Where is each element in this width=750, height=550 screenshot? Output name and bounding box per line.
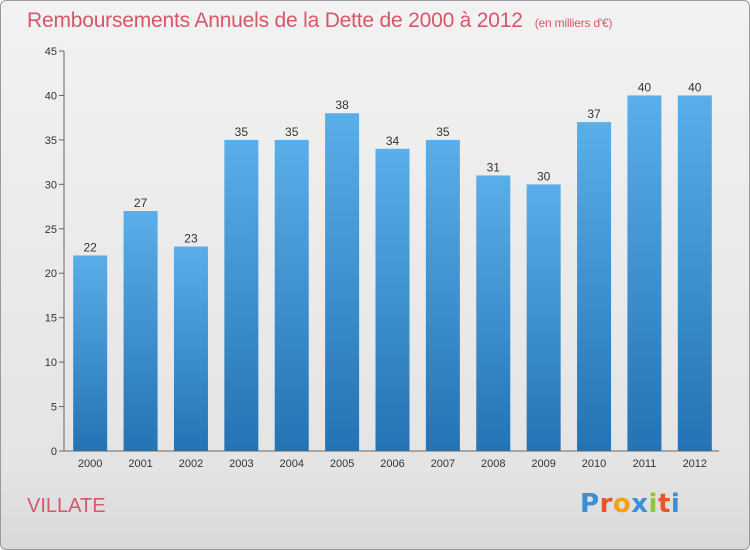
bar-2011	[627, 95, 662, 451]
bar-2009	[526, 184, 561, 452]
y-tick-label: 30	[45, 179, 57, 191]
x-tick-label: 2007	[431, 458, 455, 470]
bar-2000	[73, 255, 108, 451]
data-label: 35	[285, 125, 299, 139]
bar-2006	[375, 148, 410, 451]
data-label: 27	[134, 196, 148, 210]
data-label: 35	[235, 125, 249, 139]
y-tick-label: 5	[51, 402, 57, 414]
y-tick-label: 15	[45, 313, 57, 325]
x-tick-label: 2005	[330, 458, 354, 470]
bar-2003	[224, 139, 259, 451]
data-label: 22	[84, 240, 98, 254]
bar-2007	[425, 139, 460, 451]
x-tick-label: 2002	[179, 458, 203, 470]
x-tick-label: 2004	[279, 458, 303, 470]
data-label: 30	[537, 169, 551, 183]
x-tick-label: 2009	[531, 458, 555, 470]
bars: 22 27 23 35 35 38 34 35 31 30 37 40 40	[73, 80, 712, 452]
logo-letter: P	[580, 489, 600, 519]
bar-2005	[325, 113, 360, 451]
data-label: 35	[436, 125, 450, 139]
data-label: 40	[688, 80, 702, 94]
x-tick-label: 2001	[128, 458, 152, 470]
y-axis: 0 5 10 15 20 25 30 35 40 45	[45, 46, 65, 458]
bar-2002	[173, 246, 208, 451]
data-label: 34	[386, 134, 400, 148]
y-tick-label: 25	[45, 224, 57, 236]
x-tick-label: 2010	[582, 458, 606, 470]
x-tick-label: 2008	[481, 458, 505, 470]
y-tick-label: 45	[45, 46, 57, 58]
logo-letter: i	[670, 489, 681, 519]
proxiti-logo: Proxiti	[580, 489, 680, 519]
data-label: 23	[184, 232, 198, 246]
data-label: 38	[335, 98, 349, 112]
x-tick-label: 2012	[683, 458, 707, 470]
bar-2010	[577, 122, 612, 451]
unit-label: (en milliers d'€)	[534, 16, 613, 30]
bar-2001	[123, 211, 158, 451]
data-label: 37	[587, 107, 601, 121]
y-tick-label: 20	[45, 268, 57, 280]
data-label: 40	[638, 80, 652, 94]
chart-title: Remboursements Annuels de la Dette de 20…	[27, 9, 612, 33]
x-tick-label: 2003	[229, 458, 253, 470]
x-tick-label: 2011	[633, 458, 657, 470]
bar-2012	[677, 95, 712, 451]
bar-2008	[476, 175, 511, 451]
y-tick-label: 40	[45, 90, 57, 102]
logo-letter: t	[657, 489, 671, 519]
logo-letter: o	[612, 489, 632, 519]
bar-2004	[274, 139, 309, 451]
data-label: 31	[487, 160, 501, 174]
x-axis: 2000 2001 2002 2003 2004 2005 2006 2007 2008 2009…	[64, 450, 719, 470]
logo-letter: i	[648, 489, 658, 519]
town-name: VILLATE	[27, 495, 106, 517]
x-tick-label: 2006	[380, 458, 404, 470]
y-tick-label: 35	[45, 135, 57, 147]
logo-letter: x	[631, 489, 649, 519]
y-tick-label: 0	[51, 446, 57, 458]
title-text: Remboursements Annuels de la Dette de 20…	[27, 9, 523, 32]
x-tick-label: 2000	[78, 458, 102, 470]
y-tick-label: 10	[45, 357, 57, 369]
logo-letter: r	[599, 489, 613, 519]
